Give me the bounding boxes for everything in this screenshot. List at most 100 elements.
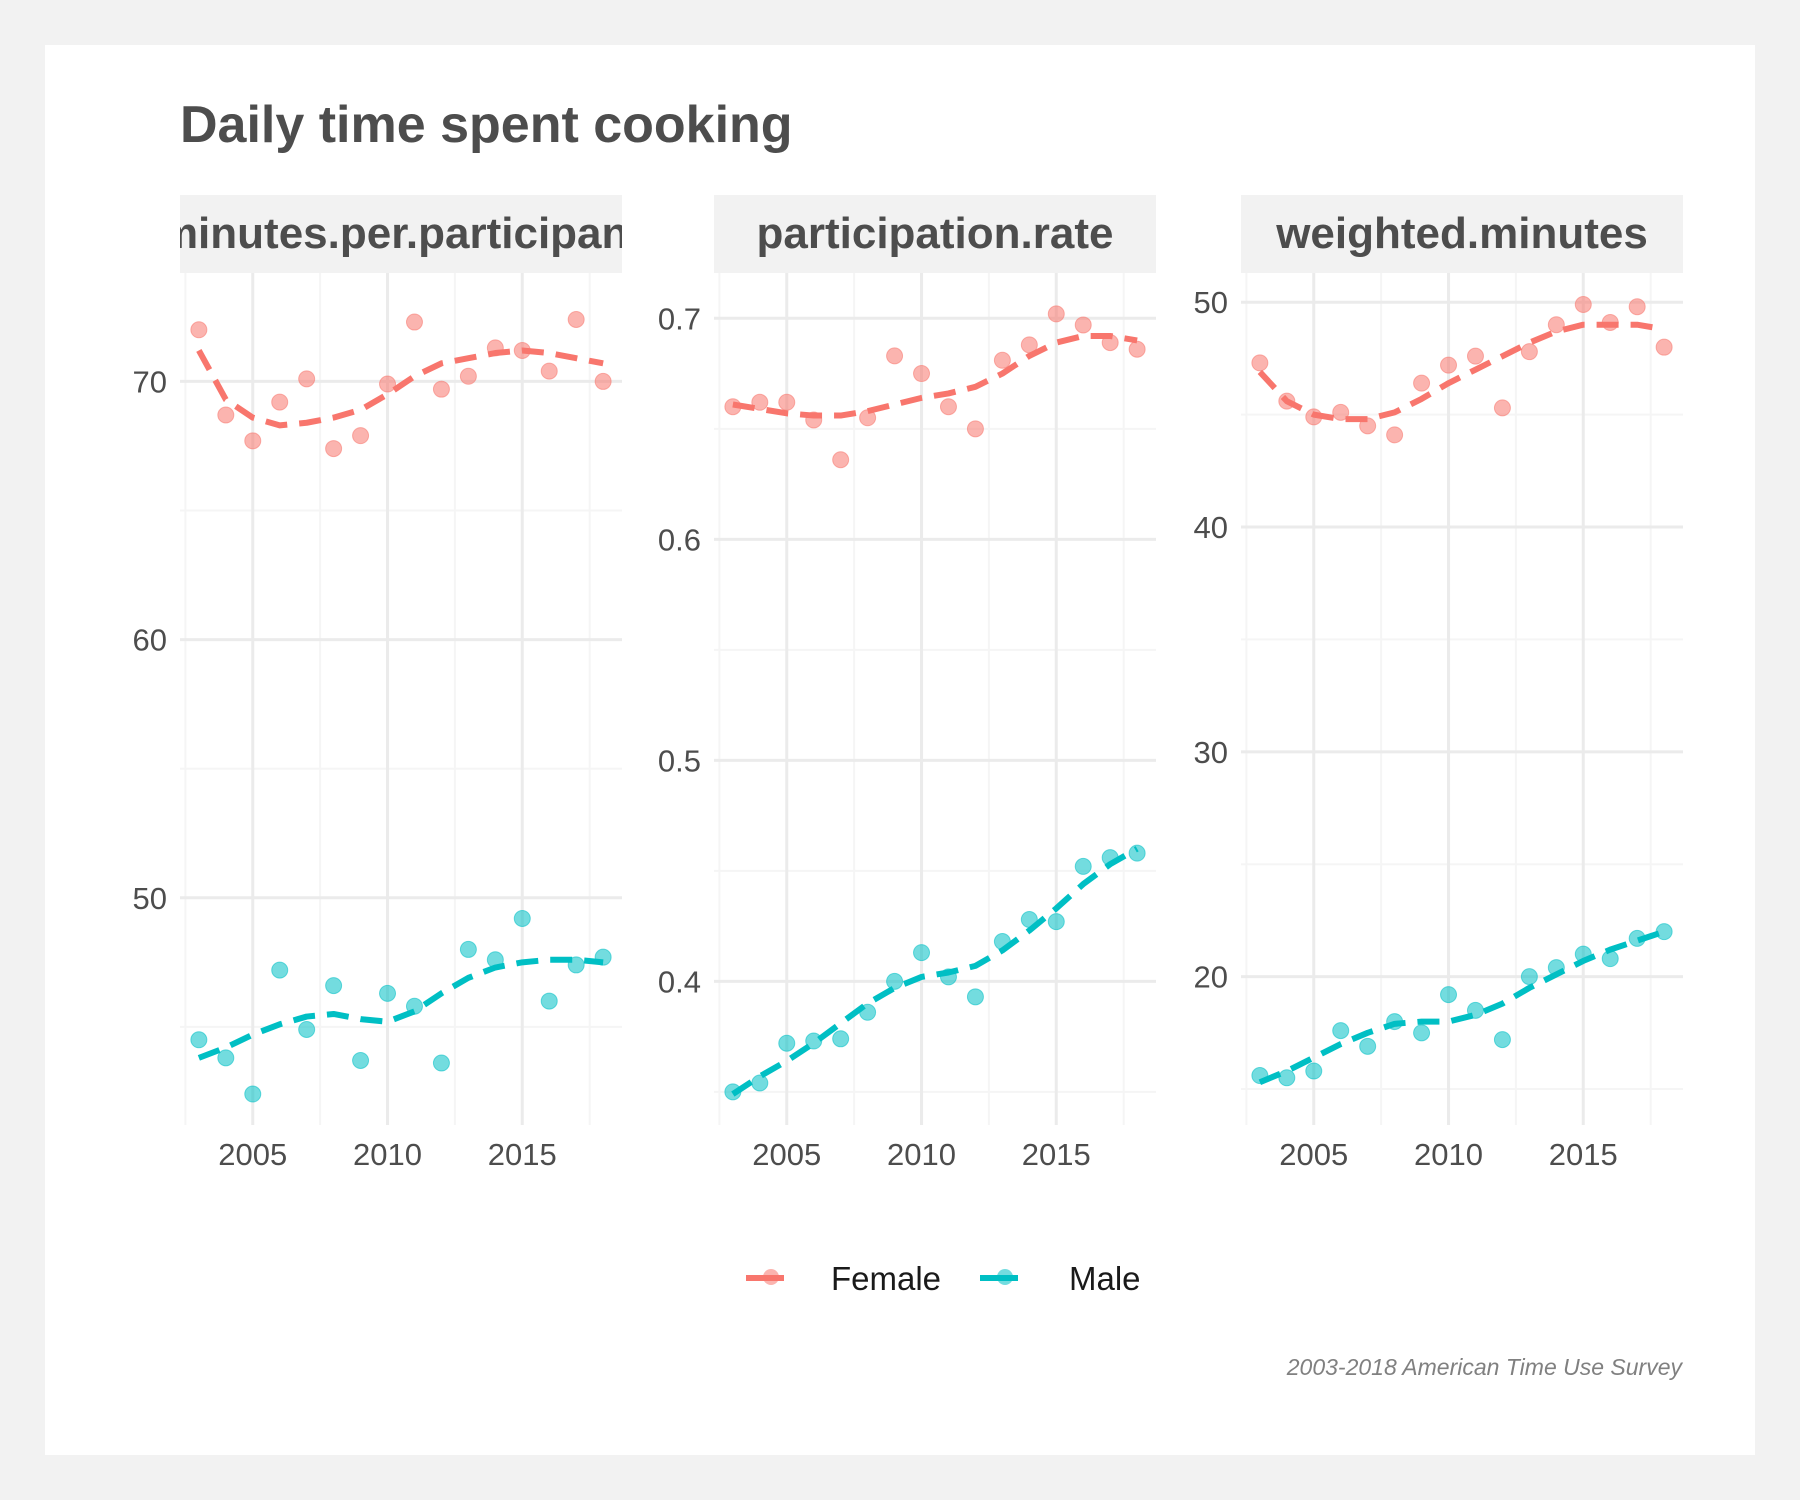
trend-line-female bbox=[196, 347, 604, 429]
data-point-female bbox=[1332, 403, 1350, 421]
data-point-male bbox=[1547, 959, 1565, 977]
data-point-female bbox=[217, 406, 235, 424]
data-point-female bbox=[1047, 305, 1065, 323]
data-point-male bbox=[352, 1051, 370, 1069]
y-tick-label: 20 bbox=[1194, 960, 1228, 995]
facet-strip bbox=[180, 195, 622, 273]
facet-strip bbox=[1241, 195, 1683, 273]
data-point-female bbox=[1251, 354, 1269, 372]
data-point-female bbox=[244, 432, 262, 450]
data-point-male bbox=[1574, 945, 1592, 963]
trend-line-male bbox=[731, 846, 1139, 1097]
data-point-male bbox=[379, 984, 397, 1002]
legend-label-male: Male bbox=[1069, 1260, 1141, 1297]
data-point-male bbox=[244, 1085, 262, 1103]
data-point-female bbox=[993, 351, 1011, 369]
data-point-female bbox=[513, 341, 531, 359]
data-point-male bbox=[1278, 1069, 1296, 1087]
trend-line-male bbox=[197, 956, 604, 1061]
x-tick-label: 2015 bbox=[488, 1137, 557, 1172]
y-tick-label: 0.4 bbox=[658, 964, 701, 999]
data-point-female bbox=[1601, 313, 1619, 331]
data-point-female bbox=[966, 420, 984, 438]
data-point-male bbox=[567, 956, 585, 974]
data-point-male bbox=[859, 1003, 877, 1021]
x-tick-label: 2010 bbox=[353, 1137, 422, 1172]
legend: Female Male bbox=[746, 1260, 1141, 1297]
data-point-female bbox=[298, 370, 316, 388]
x-tick-label: 2005 bbox=[218, 1137, 287, 1172]
data-point-female bbox=[832, 451, 850, 469]
data-point-male bbox=[1020, 910, 1038, 928]
data-point-male bbox=[594, 948, 612, 966]
trend-line-female bbox=[1257, 321, 1665, 423]
data-point-female bbox=[1574, 295, 1592, 313]
y-tick-label: 60 bbox=[133, 623, 167, 658]
data-point-male bbox=[325, 977, 343, 995]
data-point-male bbox=[405, 997, 423, 1015]
data-point-female bbox=[1520, 343, 1538, 361]
data-point-female bbox=[1413, 374, 1431, 392]
data-point-male bbox=[1520, 968, 1538, 986]
x-tick-label: 2015 bbox=[1022, 1137, 1091, 1172]
chart-title: Daily time spent cooking bbox=[180, 96, 793, 154]
data-point-female bbox=[486, 339, 504, 357]
data-point-male bbox=[1655, 923, 1673, 941]
data-point-male bbox=[540, 992, 558, 1010]
data-point-male bbox=[751, 1074, 769, 1092]
facet-panel-participation-rate: participation.rate 0.4 0.5 0.6 0.7 2005 2010 20… bbox=[658, 195, 1156, 1172]
data-point-female bbox=[1128, 340, 1146, 358]
data-point-male bbox=[1128, 844, 1146, 862]
x-tick-label: 2005 bbox=[752, 1137, 821, 1172]
data-point-female bbox=[432, 380, 450, 398]
legend-key-female-point bbox=[763, 1269, 779, 1285]
data-point-female bbox=[1547, 316, 1565, 334]
data-point-male bbox=[1466, 1001, 1484, 1019]
data-point-male bbox=[993, 933, 1011, 951]
data-point-female bbox=[751, 393, 769, 411]
y-tick-label: 70 bbox=[133, 364, 167, 399]
data-point-male bbox=[939, 968, 957, 986]
facet-panels: minutes.per.participant 50 60 70 2005 2010 201… bbox=[133, 195, 1683, 1172]
data-point-female bbox=[1386, 426, 1404, 444]
plot-background: Daily time spent cooking minutes.per.par… bbox=[45, 45, 1755, 1455]
legend-label-female: Female bbox=[831, 1260, 941, 1297]
data-point-female bbox=[1101, 334, 1119, 352]
legend-item-female: Female bbox=[746, 1260, 941, 1297]
data-point-female bbox=[886, 347, 904, 365]
data-point-male bbox=[1493, 1031, 1511, 1049]
data-point-male bbox=[778, 1034, 796, 1052]
data-point-female bbox=[805, 411, 823, 429]
data-point-female bbox=[1655, 338, 1673, 356]
trend-line-female bbox=[732, 332, 1138, 419]
data-point-male bbox=[1074, 857, 1092, 875]
data-point-female bbox=[1305, 408, 1323, 426]
facet-panel-weighted-minutes: weighted.minutes 20 30 40 50 2005 2010 2015 bbox=[1194, 195, 1683, 1172]
data-point-male bbox=[1386, 1013, 1404, 1031]
data-point-male bbox=[1047, 913, 1065, 931]
data-point-male bbox=[1440, 986, 1458, 1004]
data-point-female bbox=[1278, 392, 1296, 410]
y-tick-label: 50 bbox=[1194, 285, 1228, 320]
y-tick-label: 50 bbox=[133, 881, 167, 916]
x-tick-label: 2010 bbox=[1414, 1137, 1483, 1172]
data-point-male bbox=[724, 1083, 742, 1101]
data-point-male bbox=[1101, 849, 1119, 867]
x-tick-label: 2005 bbox=[1279, 1137, 1348, 1172]
facet-strip bbox=[714, 195, 1156, 273]
data-point-female bbox=[939, 398, 957, 416]
data-point-male bbox=[298, 1020, 316, 1038]
data-point-male bbox=[1628, 929, 1646, 947]
data-point-male bbox=[1359, 1037, 1377, 1055]
facet-strip-label: minutes.per.participant bbox=[159, 209, 643, 258]
legend-key-male-point bbox=[997, 1269, 1013, 1285]
data-point-male bbox=[271, 961, 289, 979]
data-point-female bbox=[379, 375, 397, 393]
data-point-male bbox=[805, 1032, 823, 1050]
data-point-female bbox=[1359, 417, 1377, 435]
data-point-female bbox=[1628, 298, 1646, 316]
data-point-female bbox=[1466, 347, 1484, 365]
y-tick-label: 30 bbox=[1194, 735, 1228, 770]
legend-item-male: Male bbox=[980, 1260, 1141, 1297]
faceted-scatter-chart: Daily time spent cooking minutes.per.par… bbox=[133, 96, 1684, 1380]
